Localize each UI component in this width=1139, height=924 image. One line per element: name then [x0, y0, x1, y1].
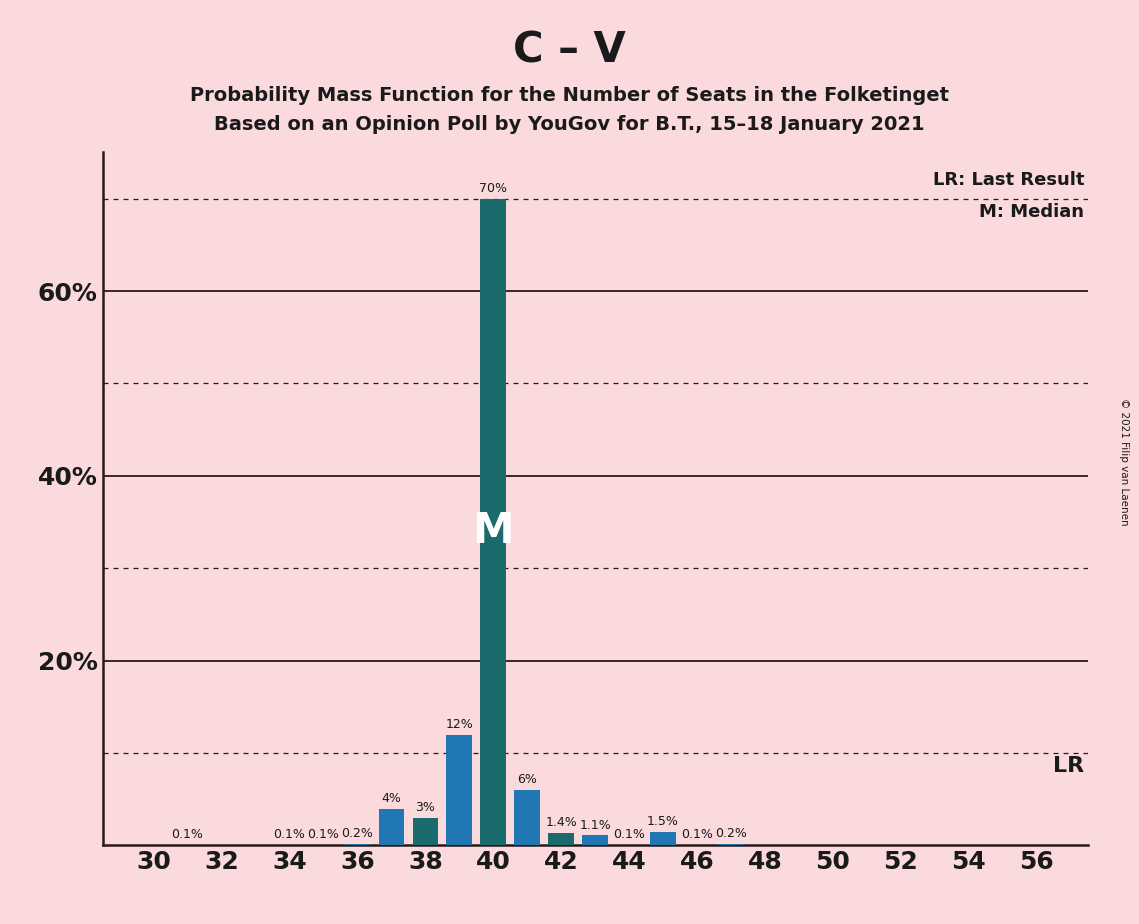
Text: 0.2%: 0.2%: [342, 827, 374, 840]
Text: M: Median: M: Median: [980, 203, 1084, 221]
Text: 0.1%: 0.1%: [273, 828, 305, 841]
Text: Probability Mass Function for the Number of Seats in the Folketinget: Probability Mass Function for the Number…: [190, 86, 949, 105]
Text: 12%: 12%: [445, 718, 473, 731]
Bar: [582, 835, 608, 845]
Bar: [515, 790, 540, 845]
Bar: [446, 735, 472, 845]
Text: 1.5%: 1.5%: [647, 815, 679, 828]
Bar: [548, 833, 574, 845]
Text: LR: Last Result: LR: Last Result: [933, 171, 1084, 188]
Text: 0.1%: 0.1%: [681, 828, 713, 841]
Text: C – V: C – V: [514, 30, 625, 71]
Text: 1.1%: 1.1%: [580, 819, 611, 832]
Text: 3%: 3%: [416, 801, 435, 814]
Text: 0.1%: 0.1%: [308, 828, 339, 841]
Text: 6%: 6%: [517, 773, 538, 786]
Text: Based on an Opinion Poll by YouGov for B.T., 15–18 January 2021: Based on an Opinion Poll by YouGov for B…: [214, 116, 925, 135]
Text: 0.1%: 0.1%: [172, 828, 204, 841]
Text: 70%: 70%: [480, 182, 507, 195]
Bar: [345, 844, 370, 845]
Text: 1.4%: 1.4%: [546, 816, 577, 829]
Text: © 2021 Filip van Laenen: © 2021 Filip van Laenen: [1120, 398, 1129, 526]
Bar: [412, 818, 439, 845]
Text: 0.2%: 0.2%: [715, 827, 747, 840]
Bar: [650, 832, 675, 845]
Text: LR: LR: [1054, 756, 1084, 776]
Bar: [481, 199, 506, 845]
Bar: [378, 808, 404, 845]
Text: 4%: 4%: [382, 792, 401, 805]
Text: M: M: [473, 510, 514, 553]
Bar: [719, 844, 744, 845]
Text: 0.1%: 0.1%: [613, 828, 645, 841]
